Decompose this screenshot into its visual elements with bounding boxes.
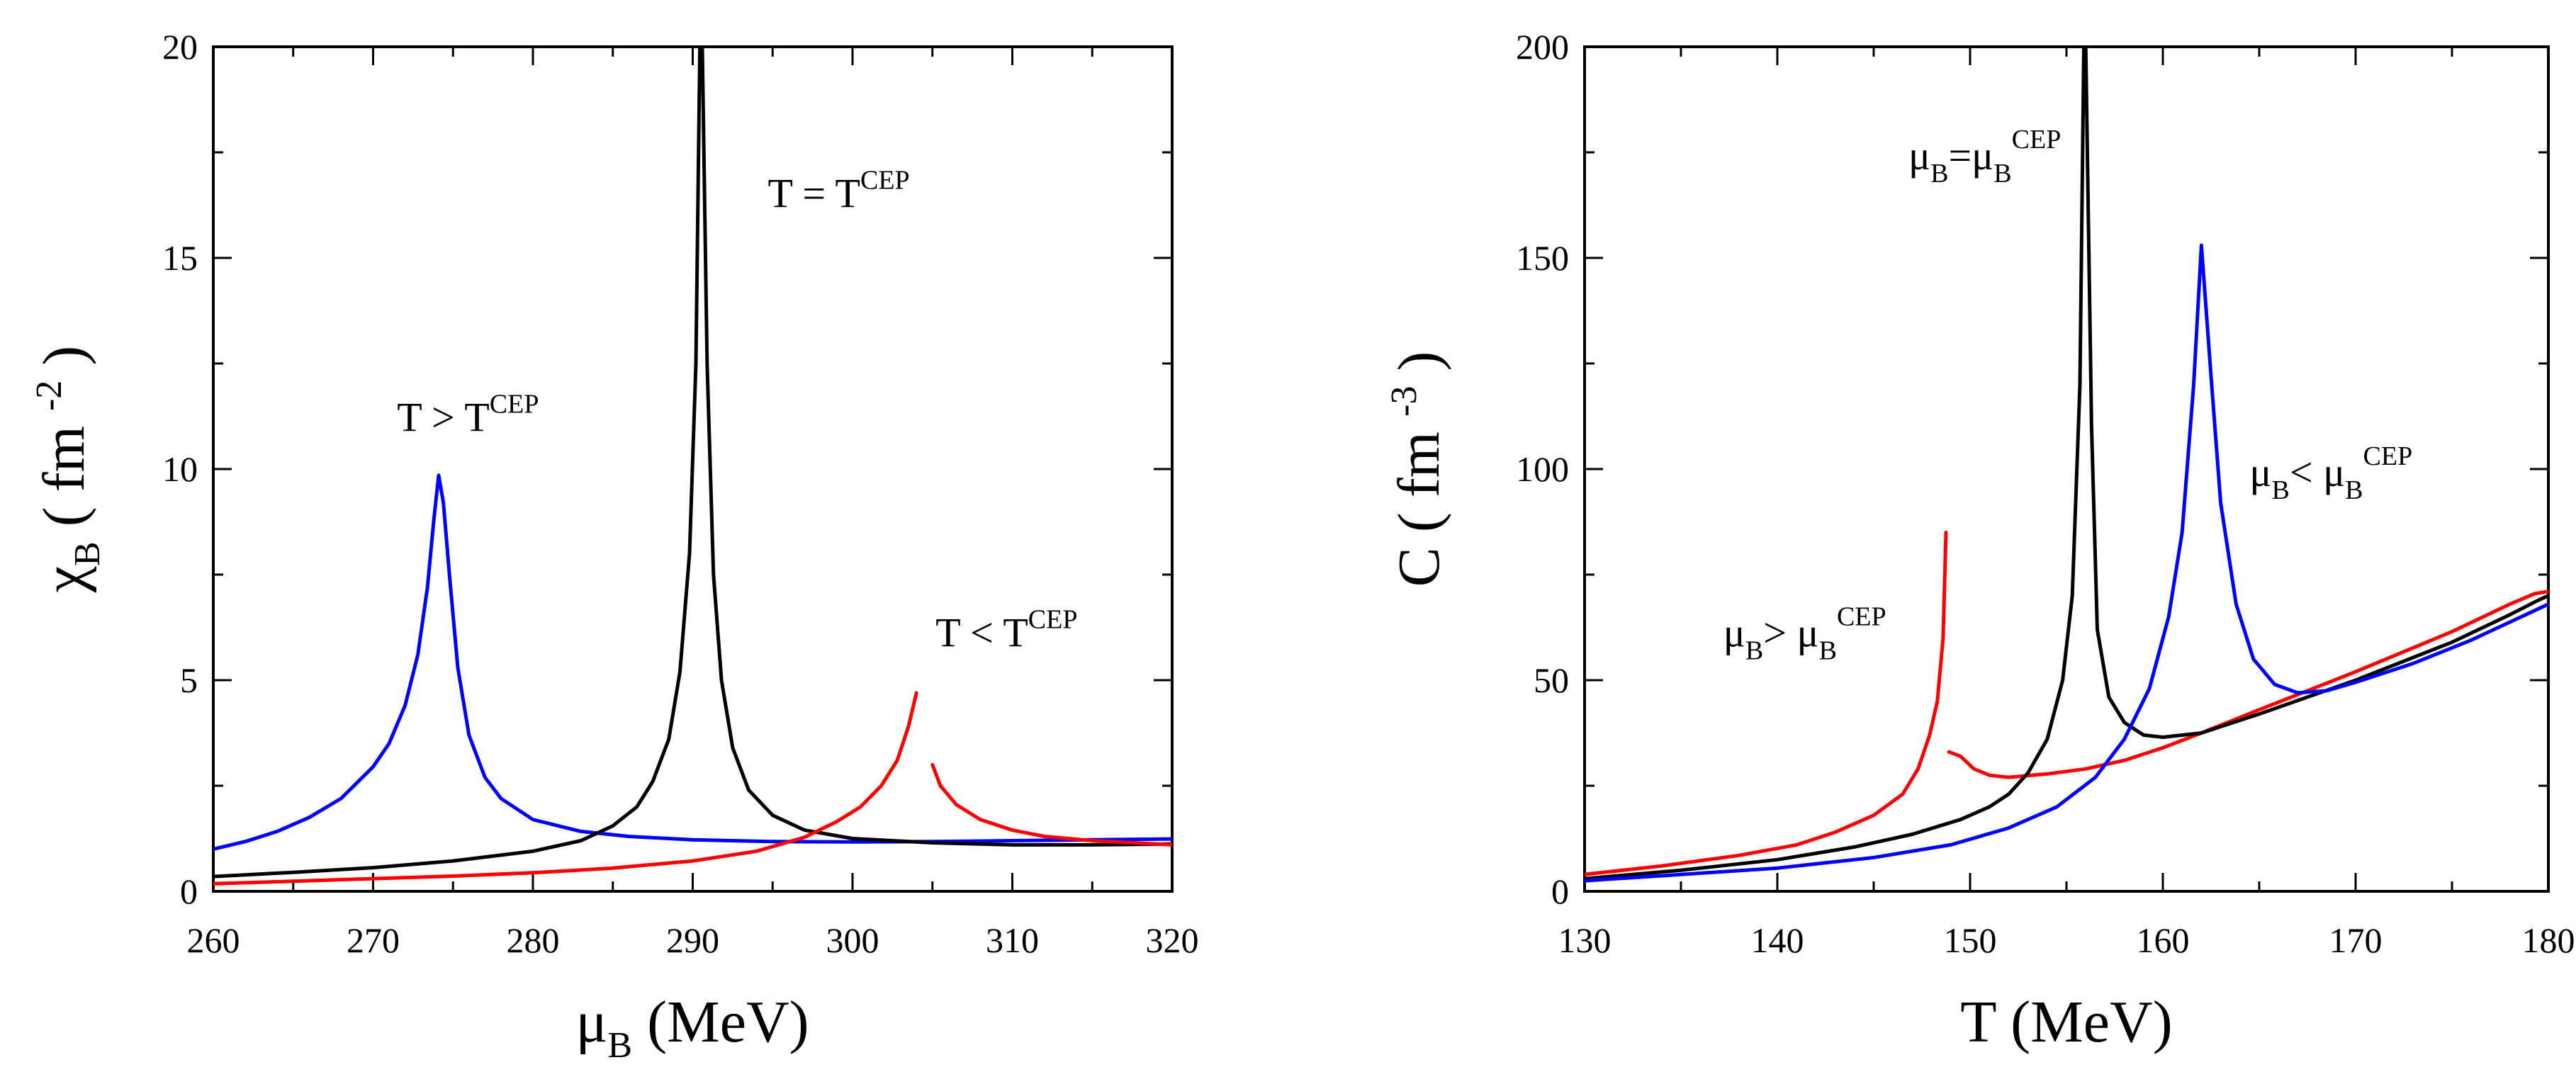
series-line-0-segment-0	[213, 473, 1172, 851]
y-tick-label: 20	[162, 27, 198, 67]
y-tick-labels: 0 50 100 150 200	[1516, 27, 1569, 911]
x-tick-labels: 130 140 150 160 170 180	[1558, 920, 2575, 960]
tick-marks	[1583, 45, 2550, 893]
y-axis-title: χB ( fm -2 )	[29, 346, 108, 594]
y-tick-label: 50	[1534, 660, 1569, 700]
series-line-2-segment-1	[930, 762, 1172, 847]
x-tick-label: 140	[1751, 920, 1804, 960]
series-line-2-segment-0	[1585, 243, 2548, 883]
annotation-mu-greater: μB> μBCEP	[1723, 602, 1886, 665]
x-tick-label: 160	[2137, 920, 2190, 960]
x-tick-label: 170	[2329, 920, 2383, 960]
x-tick-label: 150	[1944, 920, 1997, 960]
annotation-T-below: T < TCEP	[935, 604, 1077, 655]
series-line-1-segment-1	[700, 47, 1172, 847]
data-series	[213, 47, 1172, 886]
y-tick-labels: 0 5 10 15 20	[162, 27, 198, 911]
y-tick-label: 15	[162, 238, 198, 278]
annotation-mu-equal: μB=μBCEP	[1908, 125, 2061, 188]
series-line-1-segment-0	[213, 47, 702, 879]
x-tick-label: 180	[2522, 920, 2575, 960]
y-tick-label: 200	[1516, 27, 1569, 67]
x-tick-label: 130	[1558, 920, 1612, 960]
series-line-0-segment-1	[1947, 589, 2548, 779]
x-tick-label: 290	[666, 920, 719, 960]
series-line-2-segment-0	[213, 691, 918, 886]
y-tick-label: 0	[1551, 871, 1569, 911]
tick-marks	[212, 45, 1174, 893]
data-series	[1585, 47, 2548, 883]
x-axis-title: μB (MeV)	[575, 989, 809, 1066]
x-tick-labels: 260 270 280 290 300 310 320	[187, 920, 1199, 960]
x-tick-label: 300	[826, 920, 879, 960]
series-line-0-segment-0	[1585, 530, 1948, 876]
x-tick-label: 260	[187, 920, 240, 960]
x-tick-label: 310	[986, 920, 1039, 960]
curve-annotations: μB=μBCEP μB< μBCEP μB> μBCEP	[1723, 125, 2412, 665]
y-tick-label: 100	[1516, 449, 1569, 489]
panel-right-heat-capacity: 130 140 150 160 170 180 0 50 100 150 200 μB=μBCEP…	[1384, 27, 2575, 1055]
x-tick-label: 280	[507, 920, 560, 960]
y-tick-label: 0	[180, 871, 198, 911]
annotation-T-equal: T = TCEP	[768, 166, 910, 217]
annotation-T-above: T > TCEP	[397, 389, 539, 440]
panel-left-chi-b: 260 270 280 290 300 310 320 0 5 10 15 20 T > TCEP …	[29, 27, 1199, 1066]
series-line-1-segment-1	[2083, 47, 2548, 739]
y-tick-label: 150	[1516, 238, 1569, 278]
y-tick-label: 5	[180, 660, 198, 700]
x-tick-label: 320	[1146, 920, 1199, 960]
x-tick-label: 270	[347, 920, 400, 960]
curve-annotations: T > TCEP T = TCEP T < TCEP	[397, 166, 1077, 656]
series-line-1-segment-0	[1585, 47, 2086, 881]
annotation-mu-less: μB< μBCEP	[2249, 441, 2412, 505]
x-axis-title: T (MeV)	[1960, 989, 2172, 1055]
y-tick-label: 10	[162, 449, 198, 489]
y-axis-title: C ( fm -3 )	[1384, 351, 1452, 587]
